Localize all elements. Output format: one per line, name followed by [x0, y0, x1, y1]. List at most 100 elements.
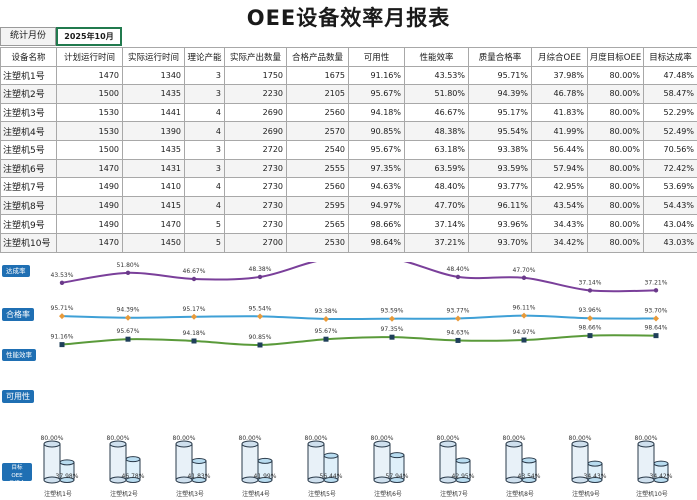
table-cell[interactable]: 2690	[224, 102, 287, 123]
table-cell[interactable]: 95.67%	[348, 139, 405, 160]
table-cell[interactable]: 97.35%	[348, 158, 405, 179]
table-cell[interactable]: 42.95%	[531, 177, 588, 197]
table-cell[interactable]: 2730	[224, 195, 287, 216]
table-cell[interactable]: 37.21%	[404, 232, 469, 253]
table-cell[interactable]: 1470	[56, 158, 123, 179]
table-cell[interactable]: 2540	[286, 139, 349, 160]
table-cell[interactable]: 37.14%	[404, 214, 469, 234]
table-cell[interactable]: 1470	[122, 214, 185, 234]
table-cell[interactable]: 5	[184, 214, 225, 234]
table-cell[interactable]: 1410	[122, 177, 185, 197]
table-cell[interactable]: 2105	[286, 84, 349, 104]
table-cell[interactable]: 1415	[122, 195, 185, 216]
table-cell[interactable]: 80.00%	[587, 139, 644, 160]
table-cell[interactable]: 1500	[56, 84, 123, 104]
table-cell[interactable]: 52.49%	[643, 121, 697, 141]
table-cell[interactable]: 93.77%	[468, 177, 532, 197]
table-cell[interactable]: 41.83%	[531, 102, 588, 123]
table-cell[interactable]: 4	[184, 102, 225, 123]
table-cell[interactable]: 95.54%	[468, 121, 532, 141]
table-cell[interactable]: 1500	[56, 139, 123, 160]
machine-name-cell[interactable]: 注塑机6号	[0, 158, 57, 179]
table-cell[interactable]: 80.00%	[587, 65, 644, 86]
table-cell[interactable]: 1675	[286, 65, 349, 86]
table-cell[interactable]: 52.29%	[643, 102, 697, 123]
table-cell[interactable]: 80.00%	[587, 158, 644, 179]
table-cell[interactable]: 1490	[56, 195, 123, 216]
table-cell[interactable]: 4	[184, 177, 225, 197]
machine-name-cell[interactable]: 注塑机2号	[0, 84, 57, 104]
table-cell[interactable]: 43.03%	[643, 232, 697, 253]
table-cell[interactable]: 80.00%	[587, 195, 644, 216]
machine-name-cell[interactable]: 注塑机7号	[0, 177, 57, 197]
table-cell[interactable]: 98.64%	[348, 232, 405, 253]
table-cell[interactable]: 2720	[224, 139, 287, 160]
period-cell[interactable]: 2025年10月	[56, 27, 122, 46]
table-cell[interactable]: 80.00%	[587, 121, 644, 141]
table-cell[interactable]: 72.42%	[643, 158, 697, 179]
table-cell[interactable]: 1470	[56, 65, 123, 86]
table-cell[interactable]: 4	[184, 121, 225, 141]
machine-name-cell[interactable]: 注塑机4号	[0, 121, 57, 141]
table-cell[interactable]: 53.69%	[643, 177, 697, 197]
table-cell[interactable]: 2560	[286, 177, 349, 197]
table-cell[interactable]: 58.47%	[643, 84, 697, 104]
table-cell[interactable]: 94.39%	[468, 84, 532, 104]
table-cell[interactable]: 56.44%	[531, 139, 588, 160]
table-cell[interactable]: 47.48%	[643, 65, 697, 86]
table-cell[interactable]: 48.40%	[404, 177, 469, 197]
table-cell[interactable]: 93.96%	[468, 214, 532, 234]
table-cell[interactable]: 54.43%	[643, 195, 697, 216]
table-cell[interactable]: 2730	[224, 214, 287, 234]
table-cell[interactable]: 1490	[56, 177, 123, 197]
table-cell[interactable]: 2230	[224, 84, 287, 104]
machine-name-cell[interactable]: 注塑机1号	[0, 65, 57, 86]
table-cell[interactable]: 2690	[224, 121, 287, 141]
table-cell[interactable]: 1450	[122, 232, 185, 253]
table-cell[interactable]: 43.53%	[404, 65, 469, 86]
table-cell[interactable]: 37.98%	[531, 65, 588, 86]
machine-name-cell[interactable]: 注塑机5号	[0, 139, 57, 160]
table-cell[interactable]: 48.38%	[404, 121, 469, 141]
table-cell[interactable]: 1390	[122, 121, 185, 141]
table-cell[interactable]: 34.42%	[531, 232, 588, 253]
table-cell[interactable]: 1435	[122, 84, 185, 104]
table-cell[interactable]: 94.18%	[348, 102, 405, 123]
table-cell[interactable]: 3	[184, 65, 225, 86]
table-cell[interactable]: 70.56%	[643, 139, 697, 160]
table-cell[interactable]: 41.99%	[531, 121, 588, 141]
table-cell[interactable]: 1435	[122, 139, 185, 160]
table-cell[interactable]: 93.59%	[468, 158, 532, 179]
table-cell[interactable]: 63.18%	[404, 139, 469, 160]
table-cell[interactable]: 90.85%	[348, 121, 405, 141]
table-cell[interactable]: 3	[184, 139, 225, 160]
table-cell[interactable]: 5	[184, 232, 225, 253]
table-cell[interactable]: 2530	[286, 232, 349, 253]
table-cell[interactable]: 2700	[224, 232, 287, 253]
table-cell[interactable]: 2570	[286, 121, 349, 141]
table-cell[interactable]: 94.97%	[348, 195, 405, 216]
table-cell[interactable]: 80.00%	[587, 232, 644, 253]
table-cell[interactable]: 2560	[286, 102, 349, 123]
table-cell[interactable]: 1470	[56, 232, 123, 253]
table-cell[interactable]: 98.66%	[348, 214, 405, 234]
table-cell[interactable]: 43.04%	[643, 214, 697, 234]
machine-name-cell[interactable]: 注塑机3号	[0, 102, 57, 123]
table-cell[interactable]: 1340	[122, 65, 185, 86]
table-cell[interactable]: 57.94%	[531, 158, 588, 179]
table-cell[interactable]: 80.00%	[587, 102, 644, 123]
table-cell[interactable]: 1750	[224, 65, 287, 86]
table-cell[interactable]: 96.11%	[468, 195, 532, 216]
table-cell[interactable]: 3	[184, 84, 225, 104]
table-cell[interactable]: 1431	[122, 158, 185, 179]
table-cell[interactable]: 2565	[286, 214, 349, 234]
table-cell[interactable]: 1530	[56, 102, 123, 123]
machine-name-cell[interactable]: 注塑机8号	[0, 195, 57, 216]
table-cell[interactable]: 80.00%	[587, 214, 644, 234]
table-cell[interactable]: 93.38%	[468, 139, 532, 160]
machine-name-cell[interactable]: 注塑机10号	[0, 232, 57, 253]
table-cell[interactable]: 95.67%	[348, 84, 405, 104]
table-cell[interactable]: 91.16%	[348, 65, 405, 86]
table-cell[interactable]: 51.80%	[404, 84, 469, 104]
table-cell[interactable]: 2730	[224, 177, 287, 197]
